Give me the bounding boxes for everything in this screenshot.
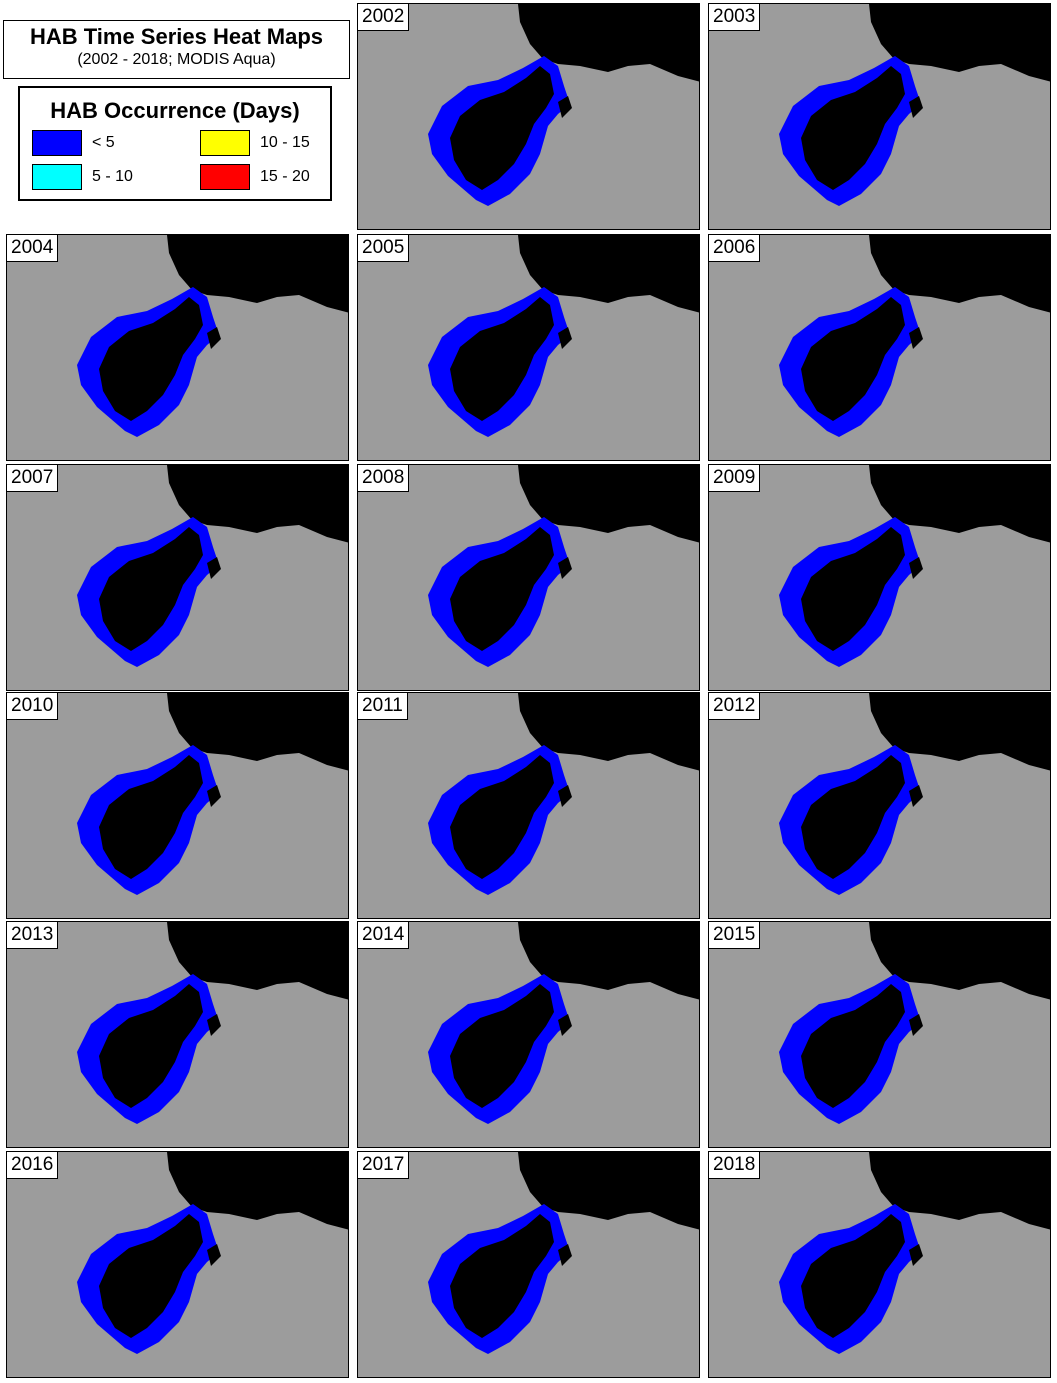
legend-item: 10 - 15 [200, 130, 310, 156]
page: HAB Time Series Heat Maps (2002 - 2018; … [0, 0, 1057, 1383]
subtitle: (2002 - 2018; MODIS Aqua) [4, 51, 349, 69]
year-label: 2012 [709, 693, 760, 720]
legend-label: 5 - 10 [92, 168, 133, 186]
map-panel: 2013 [6, 921, 349, 1148]
map-panel: 2003 [708, 3, 1051, 230]
heat-map [7, 235, 349, 461]
legend-label: < 5 [92, 134, 115, 152]
heat-map [7, 922, 349, 1148]
year-label: 2008 [358, 465, 409, 492]
heat-map [709, 4, 1051, 230]
legend-title: HAB Occurrence (Days) [20, 98, 330, 124]
title: HAB Time Series Heat Maps [4, 24, 349, 50]
map-panel: 2010 [6, 692, 349, 919]
year-label: 2009 [709, 465, 760, 492]
map-panel: 2009 [708, 464, 1051, 691]
heat-map [358, 4, 700, 230]
year-label: 2007 [7, 465, 58, 492]
map-panel: 2007 [6, 464, 349, 691]
map-panel: 2016 [6, 1151, 349, 1378]
heat-map [709, 235, 1051, 461]
heat-map [358, 465, 700, 691]
year-label: 2017 [358, 1152, 409, 1179]
map-panel: 2005 [357, 234, 700, 461]
year-label: 2018 [709, 1152, 760, 1179]
map-panel: 2008 [357, 464, 700, 691]
year-label: 2005 [358, 235, 409, 262]
heat-map [7, 1152, 349, 1378]
map-panel: 2002 [357, 3, 700, 230]
legend-label: 10 - 15 [260, 134, 310, 152]
map-panel: 2006 [708, 234, 1051, 461]
heat-map [358, 235, 700, 461]
map-panel: 2004 [6, 234, 349, 461]
heat-map [358, 693, 700, 919]
map-panel: 2018 [708, 1151, 1051, 1378]
heat-map [7, 693, 349, 919]
year-label: 2006 [709, 235, 760, 262]
map-panel: 2012 [708, 692, 1051, 919]
legend-label: 15 - 20 [260, 168, 310, 186]
map-panel: 2014 [357, 921, 700, 1148]
legend-swatch [200, 164, 250, 190]
heat-map [358, 1152, 700, 1378]
year-label: 2010 [7, 693, 58, 720]
map-panel: 2011 [357, 692, 700, 919]
heat-map [7, 465, 349, 691]
year-label: 2013 [7, 922, 58, 949]
heat-map [709, 1152, 1051, 1378]
year-label: 2015 [709, 922, 760, 949]
title-box: HAB Time Series Heat Maps (2002 - 2018; … [3, 20, 350, 79]
heat-map [709, 465, 1051, 691]
year-label: 2014 [358, 922, 409, 949]
map-panel: 2017 [357, 1151, 700, 1378]
heat-map [709, 693, 1051, 919]
year-label: 2011 [358, 693, 408, 720]
legend-item: < 5 [32, 130, 115, 156]
legend-item: 15 - 20 [200, 164, 310, 190]
heat-map [358, 922, 700, 1148]
legend-item: 5 - 10 [32, 164, 133, 190]
legend-swatch [32, 164, 82, 190]
year-label: 2004 [7, 235, 58, 262]
map-panel: 2015 [708, 921, 1051, 1148]
legend-swatch [200, 130, 250, 156]
year-label: 2002 [358, 4, 409, 31]
year-label: 2003 [709, 4, 760, 31]
legend-swatch [32, 130, 82, 156]
year-label: 2016 [7, 1152, 58, 1179]
legend: HAB Occurrence (Days) < 5 10 - 15 5 - 10 15… [18, 86, 332, 201]
heat-map [709, 922, 1051, 1148]
